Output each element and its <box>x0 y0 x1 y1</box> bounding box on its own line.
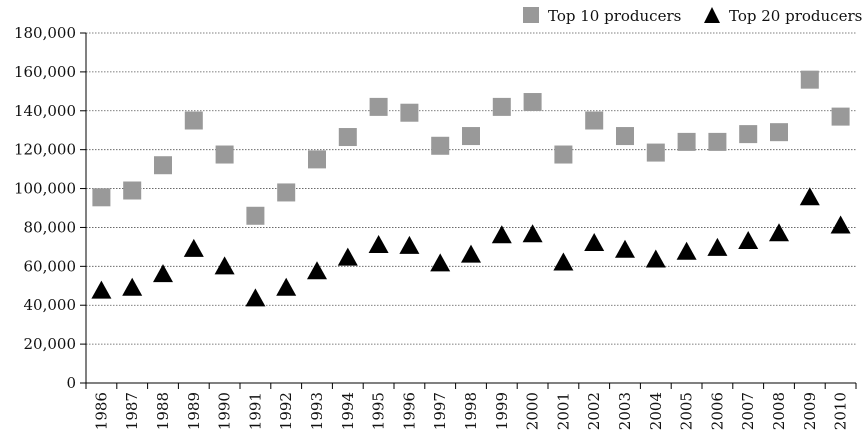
top-20-point <box>461 244 481 263</box>
y-tick-label: 120,000 <box>14 141 76 159</box>
top-10-point <box>400 103 419 122</box>
x-tick-label: 1996 <box>400 392 418 430</box>
y-tick-label: 160,000 <box>14 63 76 81</box>
legend-label-top-20: Top 20 producers <box>729 7 862 25</box>
x-tick-label: 2001 <box>554 392 572 430</box>
top-10-point <box>554 145 573 164</box>
top-20-point <box>153 264 173 283</box>
x-tick-label: 1990 <box>216 392 234 430</box>
legend-marker-top-20 <box>704 7 720 23</box>
top-20-point <box>276 277 297 296</box>
top-20-point <box>799 187 820 206</box>
legend-marker-top-10 <box>523 7 539 23</box>
top-20-point <box>676 241 697 260</box>
top-20-point <box>707 237 728 256</box>
top-20-point <box>337 247 358 266</box>
x-tick-label: 1994 <box>339 392 357 430</box>
top-20-point <box>830 215 851 234</box>
x-tick-label: 2008 <box>770 392 788 430</box>
x-tick-label: 2005 <box>678 392 696 430</box>
x-axis: 1986 1987 1988 1989 1990 1991 1992 1993 1994 1995… <box>85 382 857 430</box>
top-20-point <box>399 235 420 254</box>
x-tick-label: 1989 <box>185 392 203 430</box>
top-20-point <box>522 224 543 243</box>
y-tick-label: 180,000 <box>14 24 76 42</box>
y-tick-label: 0 <box>66 374 76 392</box>
x-tick-label: 1997 <box>431 392 449 430</box>
top-20-point <box>368 234 389 253</box>
top-10-point <box>616 127 634 146</box>
top-20-point <box>645 249 666 268</box>
top-10-point <box>338 128 357 147</box>
top-10-point <box>92 188 111 207</box>
x-tick-label: 2002 <box>585 392 603 430</box>
x-tick-label: 2000 <box>524 392 542 430</box>
top-10-point <box>800 70 819 89</box>
x-tick-label: 2007 <box>739 392 757 430</box>
top-20-point <box>553 252 574 271</box>
grid-lines <box>86 32 856 345</box>
top-10-point <box>308 150 326 169</box>
legend-label-top-10: Top 10 producers <box>548 7 681 25</box>
y-tick-label: 80,000 <box>24 218 77 236</box>
y-axis: 0 20,000 40,000 60,000 80,000 100,000 120,000 1… <box>14 24 87 392</box>
x-tick-label: 2010 <box>832 392 850 430</box>
x-tick-label: 1987 <box>123 392 141 430</box>
top-10-point <box>708 132 727 151</box>
y-tick-label: 140,000 <box>14 102 76 120</box>
x-tick-label: 1986 <box>92 392 110 430</box>
top-10-point <box>123 181 142 200</box>
x-tick-label: 1992 <box>277 392 295 430</box>
top-10-point <box>831 107 850 126</box>
top-20-point <box>214 256 235 275</box>
top-10-point <box>492 97 511 116</box>
top-20-point <box>91 280 112 299</box>
top-10-point <box>277 183 296 202</box>
top-10-point <box>770 123 788 142</box>
top-20-point <box>122 277 143 296</box>
top-20-point <box>491 225 512 244</box>
x-tick-label: 1993 <box>308 392 326 430</box>
top-20-point <box>430 253 451 272</box>
top-10-point <box>246 206 265 225</box>
top-10-point <box>585 111 604 130</box>
x-tick-label: 1998 <box>462 392 480 430</box>
x-tick-label: 2009 <box>801 392 819 430</box>
top-10-point <box>739 125 758 144</box>
x-tick-label: 1991 <box>246 392 264 430</box>
top-20-point <box>738 231 759 250</box>
x-tick-label: 2004 <box>647 392 665 430</box>
top-20-point <box>245 288 266 307</box>
series-layer <box>91 70 851 307</box>
top-10-point <box>369 97 388 116</box>
top-10-point <box>431 136 450 155</box>
x-tick-label: 2006 <box>708 392 726 430</box>
top-10-point <box>523 93 542 112</box>
y-tick-label: 60,000 <box>24 257 77 275</box>
top-10-point <box>646 143 665 162</box>
top-20-point <box>584 233 605 251</box>
top-10-point <box>677 132 696 151</box>
x-tick-label: 1988 <box>154 392 172 430</box>
x-tick-label: 2003 <box>616 392 634 430</box>
top-20-point <box>307 261 327 280</box>
x-tick-label: 1999 <box>493 392 511 430</box>
top-20-point <box>183 238 204 257</box>
y-tick-label: 20,000 <box>24 335 77 353</box>
top-10-point <box>215 145 234 164</box>
top-10-point <box>184 111 203 130</box>
top-10-point <box>154 156 172 175</box>
legend: Top 10 producers Top 20 producers <box>523 7 862 25</box>
top-10-point <box>462 127 480 146</box>
x-tick-label: 1995 <box>370 392 388 430</box>
y-tick-label: 40,000 <box>24 296 77 314</box>
top-20-point <box>769 223 789 242</box>
top-20-point <box>615 239 635 258</box>
y-tick-label: 100,000 <box>14 180 76 198</box>
